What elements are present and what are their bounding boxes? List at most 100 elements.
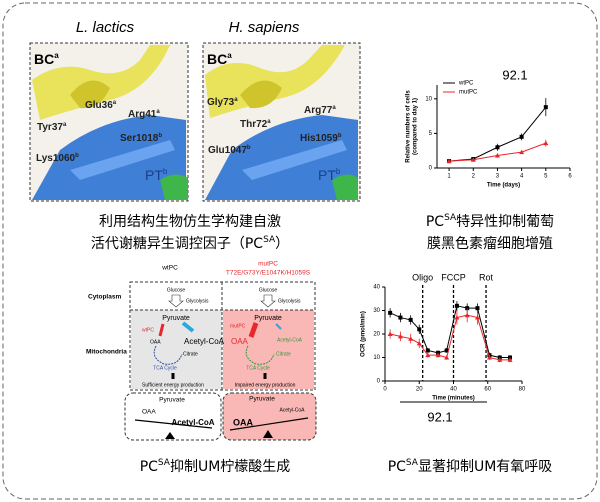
data-point [474,315,480,320]
data-point [435,352,441,358]
data-point [519,134,524,139]
metabolite: Acetyl-CoA [184,337,225,346]
y-tick-label: 10 [425,96,432,102]
x-tick-label: 20 [416,387,423,393]
label: Gly73a [207,97,238,108]
x-tick-label: 4 [520,174,524,180]
label: His1059b [300,133,342,144]
x-tick-label: 1 [447,174,451,180]
metabolite: Pyruvate [254,315,282,322]
metabolite: OAA [233,417,254,427]
label: Arg41a [128,109,160,120]
caption: 活代谢糖异生调控因子（PCSA） [91,235,289,253]
data-point [497,357,503,362]
injection-label: Oligo [412,272,433,282]
structure-left [29,42,189,202]
y-tick-label: 10 [373,355,380,361]
metabolite: OAA [150,339,161,345]
x-tick-label: 0 [383,387,387,393]
data-point [408,317,413,322]
scheme-title: mutPC [258,261,278,268]
data-point [454,315,460,320]
label: Lys1060b [36,153,79,164]
cycle: TCA Cycle [153,365,177,371]
data-point [397,333,403,339]
x-axis-label: Time (days) [487,183,520,189]
label: Glu1047b [208,145,251,156]
compartment: Mitochondria [86,349,127,356]
y-tick-label: 20 [373,332,380,338]
note: Sufficient energy production [142,382,204,388]
data-point [494,153,500,158]
structure-right [202,42,361,202]
x-tick-label: 60 [484,387,491,393]
process: Glycolysis [278,298,301,304]
data-point [417,327,422,332]
metabolite: Acetyl-CoA [277,337,303,343]
compartment: Cytoplasm [88,294,121,301]
metabolite: Acetyl-CoA [171,418,214,427]
data-point [387,331,393,336]
data-point [425,352,431,358]
y-axis-label: (compared to day 1) [413,98,419,155]
series-line [389,305,511,358]
metabolite: Pyruvate [159,397,185,404]
scheme: wtPC mutPC T72E/G73Y/E1047K/H1059S Cytop… [86,261,317,441]
metabolite: Glucose [167,287,186,293]
injection-label: FCCP [441,272,466,282]
legend-label: wtPC [458,81,474,87]
data-point [507,357,513,362]
y-tick-label: 30 [373,308,380,314]
data-point [454,303,459,308]
label: Tyr37a [37,122,67,133]
metabolite: Citrate [183,351,198,357]
note: Impaired energy production [235,382,296,388]
data-point [470,157,476,162]
data-point [464,312,470,318]
y-axis-label: Relative numbers of cells [406,90,412,163]
x-tick-label: 40 [450,387,457,393]
y-tick-label: 5 [429,131,433,137]
x-axis-label: Time (minutes) [432,396,475,402]
data-point [475,306,480,311]
caption: 利用结构生物仿生学构建自激 [99,213,281,230]
scheme-title: wtPC [161,265,178,272]
data-point [444,355,450,360]
chart-title: 92.1 [502,67,527,82]
species: L. lactics [76,19,135,36]
label: PTb [318,167,341,183]
data-point [398,315,403,320]
metabolite: Pyruvate [249,396,275,403]
metabolite: OAA [142,409,156,416]
data-point [416,340,422,346]
caption: PCSA特异性抑制葡萄 [426,213,554,231]
x-tick-label: 2 [472,174,476,180]
enzyme: mutPC [230,323,246,329]
chart-title: 92.1 [427,409,452,424]
label: PTb [145,167,168,183]
legend-label: mutPC [459,90,478,96]
metabolite: OAA [231,337,249,346]
x-tick-label: 3 [496,174,500,180]
y-tick-label: 0 [429,166,433,172]
metabolite: Citrate [276,351,291,357]
data-point [444,348,449,353]
data-point [495,145,500,150]
label: Thr72a [240,119,271,130]
data-point [543,105,548,110]
species: H. sapiens [229,19,300,36]
label: Arg77a [304,105,336,116]
caption: PCSA抑制UM柠檬酸生成 [140,458,291,476]
enzyme: wtPC [142,327,154,333]
injection-label: Rot [479,272,494,282]
x-tick-label: 5 [544,174,548,180]
structure-right-labels: BCa Gly73a Arg77a Thr72a His1059b Glu104… [207,51,342,183]
scheme-subtitle: T72E/G73Y/E1047K/H1059S [226,270,311,277]
x-tick-label: 80 [519,387,526,393]
metabolite: Acetyl-CoA [279,407,305,413]
data-point [543,140,549,146]
label: BCa [34,51,59,67]
caption: PCSA显著抑制UM有氧呼吸 [388,458,553,476]
